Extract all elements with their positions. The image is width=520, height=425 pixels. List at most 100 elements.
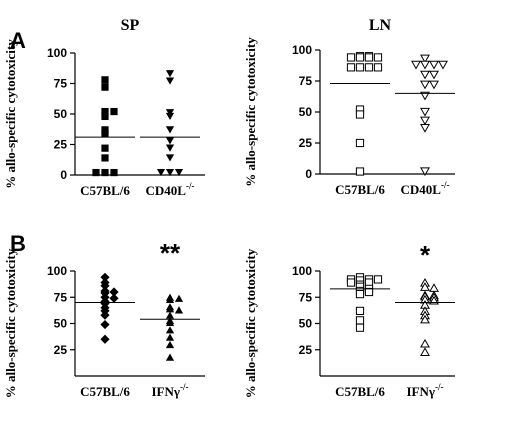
y-tick-label: 100	[47, 46, 67, 60]
x-category-label: CD40L-/-	[146, 181, 195, 198]
data-point	[110, 107, 118, 116]
panel-1: A SP 0 25 50 75 100 % allo-specific cytotoxicit…	[3, 17, 205, 198]
data-point	[355, 138, 365, 148]
data-point	[165, 295, 175, 303]
panel-2: LN 0 25 50 75 100 % allo-specific cytotoxicity…	[243, 17, 455, 197]
data-point	[420, 91, 430, 101]
data-point	[420, 54, 430, 64]
y-tick-label: 100	[292, 43, 312, 57]
y-tick-label: 50	[54, 317, 68, 331]
x-category-label: C57BL/6	[80, 384, 130, 399]
panel-4: 25 50 75 100 % allo-specific cytotoxicity C57…	[243, 240, 455, 399]
y-axis-label: % allo-specific cytotoxicity	[243, 37, 258, 187]
data-point	[109, 293, 119, 303]
y-axis-label: % allo-specific cytotoxicity	[3, 248, 18, 398]
data-point	[364, 287, 374, 297]
data-point	[420, 80, 430, 90]
data-point	[346, 53, 356, 62]
data-point	[174, 306, 184, 314]
data-point	[429, 60, 439, 70]
data-point	[355, 290, 365, 299]
data-point	[355, 306, 365, 315]
data-point	[165, 318, 175, 327]
data-point	[165, 144, 175, 152]
data-point	[420, 282, 430, 291]
y-tick-label: 25	[299, 343, 313, 357]
data-point	[165, 126, 175, 134]
data-point	[101, 126, 109, 134]
data-point	[420, 124, 430, 133]
data-point	[364, 53, 374, 62]
data-point	[174, 294, 184, 302]
y-tick-label: 75	[299, 290, 313, 304]
y-tick-label: 25	[54, 138, 68, 152]
y-tick-label: 75	[299, 74, 313, 88]
x-category-superscript: -/-	[180, 382, 189, 392]
x-category-label: IFNγ-/-	[152, 382, 189, 399]
y-tick-label: 25	[54, 343, 68, 357]
x-category-label: C57BL/6	[335, 384, 385, 399]
y-tick-label: 0	[305, 167, 312, 181]
data-point	[165, 353, 175, 361]
panel-letter: A	[10, 28, 26, 53]
data-point	[165, 305, 175, 313]
y-tick-label: 25	[299, 136, 313, 150]
data-point	[100, 272, 110, 282]
data-point	[346, 63, 356, 72]
data-point	[101, 129, 109, 138]
data-point	[346, 278, 356, 287]
data-point	[373, 63, 383, 72]
y-tick-label: 50	[299, 317, 313, 331]
data-point	[420, 116, 430, 126]
data-point	[420, 107, 430, 117]
data-point	[355, 110, 365, 119]
x-category-superscript: -/-	[186, 181, 195, 191]
x-category-label: CD40L-/-	[401, 180, 450, 197]
panel-title: LN	[369, 17, 392, 34]
x-category-superscript: -/-	[435, 382, 444, 392]
data-point	[110, 168, 118, 177]
y-axis-label: % allo-specific cytotoxicity	[3, 39, 18, 189]
y-tick-label: 100	[292, 264, 312, 278]
data-point	[109, 287, 119, 297]
y-tick-label: 75	[54, 77, 68, 91]
data-point	[101, 144, 109, 152]
data-point	[373, 275, 383, 284]
data-point	[101, 76, 109, 84]
data-point	[165, 109, 175, 117]
x-category-label: C57BL/6	[80, 183, 130, 198]
data-point	[165, 112, 175, 121]
data-point	[101, 107, 109, 116]
significance-label: **	[160, 238, 181, 268]
data-point	[355, 63, 365, 72]
data-point	[429, 70, 439, 80]
y-tick-label: 50	[54, 107, 68, 121]
data-point	[101, 154, 109, 162]
data-point	[438, 60, 448, 70]
data-point	[355, 316, 365, 325]
data-point	[411, 60, 421, 70]
data-point	[420, 347, 430, 356]
data-point	[355, 323, 365, 332]
data-point	[101, 83, 109, 91]
data-point	[420, 314, 430, 324]
data-point	[420, 70, 430, 80]
data-point	[420, 167, 430, 177]
data-point	[165, 333, 175, 341]
panel-title: SP	[121, 17, 140, 34]
data-point	[156, 168, 166, 177]
data-point	[101, 112, 109, 121]
y-tick-label: 0	[60, 168, 67, 182]
data-point	[165, 70, 175, 78]
data-point	[420, 60, 430, 70]
data-point	[429, 283, 439, 292]
y-tick-label: 50	[299, 105, 313, 119]
data-point	[420, 338, 430, 348]
data-point	[100, 281, 110, 291]
y-axis-label: % allo-specific cytotoxicity	[243, 248, 258, 398]
data-point	[100, 334, 110, 344]
significance-label: *	[420, 240, 431, 270]
data-point	[165, 77, 175, 85]
y-tick-label: 100	[47, 264, 67, 278]
